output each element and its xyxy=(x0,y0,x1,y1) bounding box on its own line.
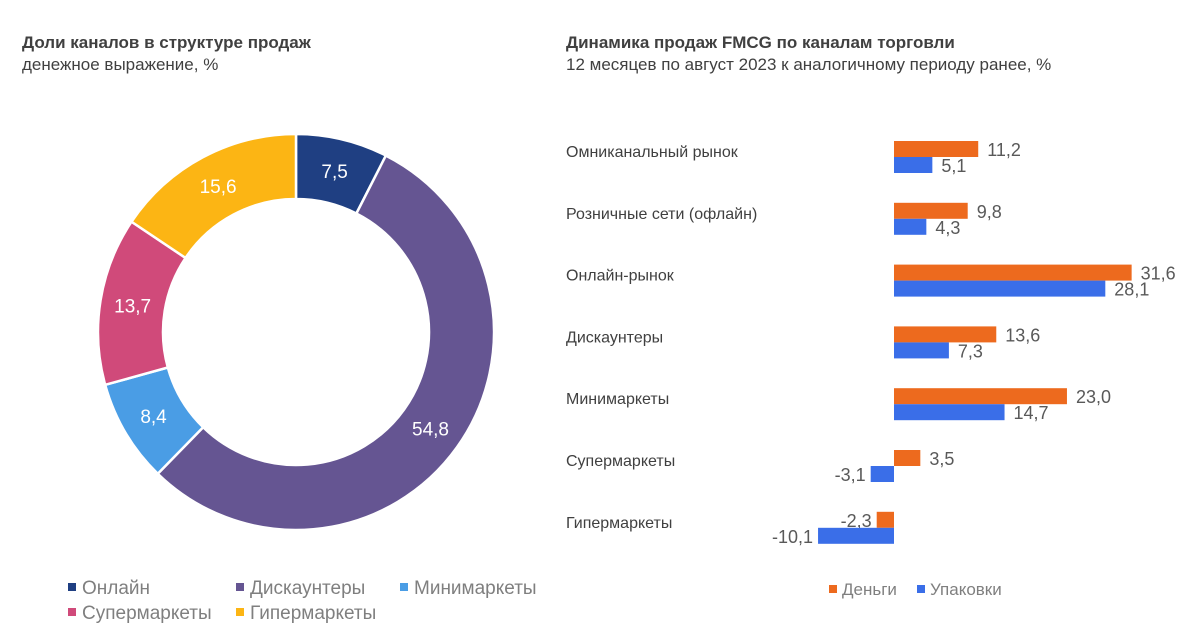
donut-slice-гипермаркеты xyxy=(129,132,298,260)
bar-value-деньги-дискаунтеры: 13,6 xyxy=(1005,325,1040,345)
donut-label-онлайн: 7,5 xyxy=(321,162,347,183)
bar-упаковки-омниканальный-рынок xyxy=(894,157,933,173)
donut-label-минимаркеты: 8,4 xyxy=(140,407,167,428)
legend-marker-супермаркеты xyxy=(68,608,76,616)
donut-label-гипермаркеты: 15,6 xyxy=(200,177,237,198)
bar-деньги-дискаунтеры xyxy=(894,326,997,343)
bar-value-деньги-минимаркеты: 23,0 xyxy=(1076,387,1111,407)
legend-marker-минимаркеты xyxy=(400,583,408,591)
legend-marker-дискаунтеры xyxy=(236,583,244,591)
category-label-онлайн-рынок: Онлайн-рынок xyxy=(566,268,675,285)
bar-value-упаковки-онлайн-рынок: 28,1 xyxy=(1114,280,1149,300)
bar-деньги-минимаркеты xyxy=(894,388,1067,405)
bar-value-деньги-супермаркеты: 3,5 xyxy=(929,449,954,469)
bar-деньги-супермаркеты xyxy=(894,450,921,466)
bar-value-деньги-розничные-сети-офлайн: 9,8 xyxy=(977,202,1002,222)
donut-chart: 7,5 54,8 8,4 13,7 15,6 Онлайн Дискаунтеры Миним… xyxy=(68,132,537,624)
legend-label-супермаркеты: Супермаркеты xyxy=(82,603,212,624)
bar-value-упаковки-гипермаркеты: -10,1 xyxy=(772,527,813,547)
bar-упаковки-супермаркеты xyxy=(870,466,894,482)
bar-деньги-онлайн-рынок xyxy=(894,264,1132,281)
bar-value-деньги-омниканальный-рынок: 11,2 xyxy=(987,140,1021,160)
bar-legend-marker-деньги xyxy=(829,585,837,593)
legend-label-гипермаркеты: Гипермаркеты xyxy=(250,603,376,624)
donut-slice-дискаунтеры xyxy=(155,153,496,532)
bar-value-упаковки-розничные-сети-офлайн: 4,3 xyxy=(935,218,960,238)
bar-legend-label-упаковки: Упаковки xyxy=(930,580,1002,599)
category-label-розничные-сети-офлайн: Розничные сети (офлайн) xyxy=(566,206,757,223)
bar-value-упаковки-дискаунтеры: 7,3 xyxy=(958,341,983,361)
legend-label-онлайн: Онлайн xyxy=(82,578,150,599)
category-label-гипермаркеты: Гипермаркеты xyxy=(566,515,672,532)
bar-деньги-розничные-сети-офлайн xyxy=(894,202,968,219)
bar-деньги-гипермаркеты xyxy=(876,511,894,528)
category-label-минимаркеты: Минимаркеты xyxy=(566,391,669,408)
right-chart-subtitle: 12 месяцев по август 2023 к аналогичному… xyxy=(566,55,1052,74)
legend-label-дискаунтеры: Дискаунтеры xyxy=(250,578,365,599)
bar-value-упаковки-минимаркеты: 14,7 xyxy=(1014,403,1049,423)
legend-label-минимаркеты: Минимаркеты xyxy=(414,578,537,599)
bar-упаковки-розничные-сети-офлайн xyxy=(894,218,927,235)
donut-label-дискаунтеры: 54,8 xyxy=(412,419,449,440)
bar-упаковки-онлайн-рынок xyxy=(894,280,1106,297)
bar-value-деньги-гипермаркеты: -2,3 xyxy=(841,511,872,531)
legend-marker-гипермаркеты xyxy=(236,608,244,616)
left-chart-subtitle: денежное выражение, % xyxy=(22,55,219,74)
bar-упаковки-дискаунтеры xyxy=(894,342,949,359)
bar-упаковки-гипермаркеты xyxy=(818,527,894,544)
category-label-омниканальный-рынок: Омниканальный рынок xyxy=(566,144,739,161)
left-chart-title: Доли каналов в структуре продаж xyxy=(22,33,311,52)
bar-value-упаковки-супермаркеты: -3,1 xyxy=(835,465,866,485)
bar-упаковки-минимаркеты xyxy=(894,404,1005,421)
bar-деньги-омниканальный-рынок xyxy=(894,141,979,157)
category-label-супермаркеты: Супермаркеты xyxy=(566,453,675,470)
donut-label-супермаркеты: 13,7 xyxy=(114,297,151,318)
bar-value-упаковки-омниканальный-рынок: 5,1 xyxy=(941,156,966,176)
category-label-дискаунтеры: Дискаунтеры xyxy=(566,329,663,346)
legend-marker-онлайн xyxy=(68,583,76,591)
bar-legend-marker-упаковки xyxy=(917,585,925,593)
bar-value-деньги-онлайн-рынок: 31,6 xyxy=(1141,264,1176,284)
bar-legend-label-деньги: Деньги xyxy=(842,580,897,599)
right-chart-title: Динамика продаж FMCG по каналам торговли xyxy=(566,33,955,52)
